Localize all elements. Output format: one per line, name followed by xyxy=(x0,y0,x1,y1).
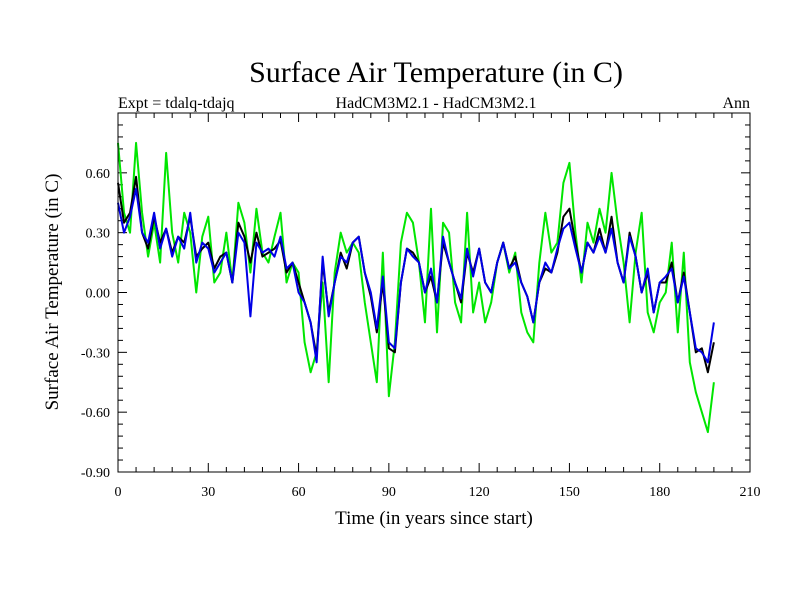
y-axis-label: Surface Air Temperature (in C) xyxy=(42,174,63,411)
x-axis-label: Time (in years since start) xyxy=(335,508,533,529)
y-tick-label: 0.30 xyxy=(86,227,111,242)
series-black-line xyxy=(117,175,715,374)
plot-frame xyxy=(117,112,751,473)
x-tick-label: 0 xyxy=(115,485,122,500)
x-tick-label: 60 xyxy=(292,485,306,500)
series-green-line xyxy=(117,141,715,434)
data-series xyxy=(117,141,715,434)
y-tick-label: 0.60 xyxy=(86,167,111,182)
y-tick-label: 0.00 xyxy=(86,287,111,302)
axis-ticks: 0 30 60 90 120 150 180 210 -0.90 -0.60 -0.30 0.00 0.… xyxy=(81,112,761,500)
series-blue-line xyxy=(117,187,715,364)
y-tick-label: -0.60 xyxy=(81,406,110,421)
y-tick-label: -0.30 xyxy=(81,346,110,361)
x-tick-label: 120 xyxy=(469,485,490,500)
period-label: Ann xyxy=(722,95,750,112)
y-tick-label: -0.90 xyxy=(81,466,110,481)
experiment-label: Expt = tdalq-tdajq xyxy=(118,95,235,112)
chart-title: Surface Air Temperature (in C) xyxy=(249,56,623,89)
x-tick-label: 90 xyxy=(382,485,396,500)
x-tick-label: 30 xyxy=(201,485,215,500)
model-label: HadCM3M2.1 - HadCM3M2.1 xyxy=(336,95,537,112)
x-tick-label: 210 xyxy=(740,485,761,500)
x-tick-label: 180 xyxy=(649,485,670,500)
x-tick-label: 150 xyxy=(559,485,580,500)
